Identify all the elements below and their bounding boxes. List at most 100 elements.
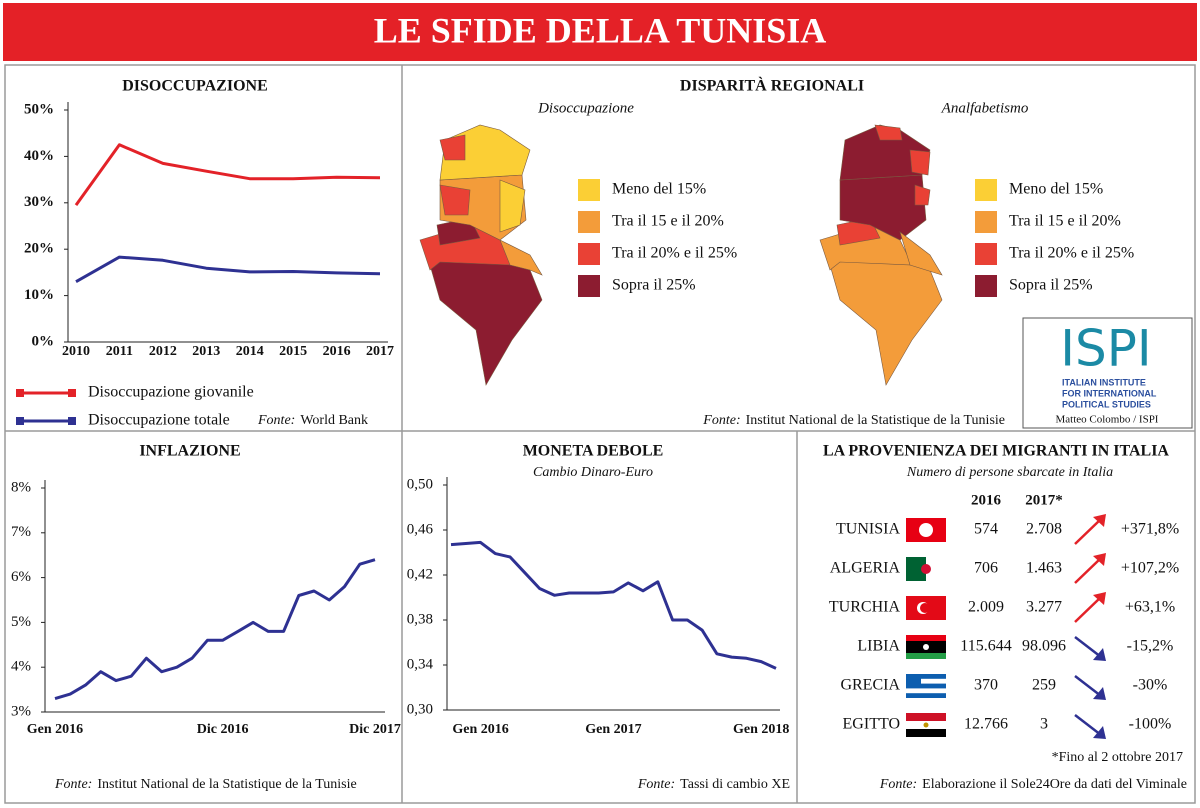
x-tick-label: 2015	[279, 344, 307, 359]
flag	[923, 722, 929, 728]
y-tick-label: 0%	[32, 333, 55, 349]
y-tick-label: 0,50	[407, 476, 433, 492]
legend-marker	[68, 417, 76, 425]
map-title: Analfabetismo	[941, 100, 1029, 116]
line	[54, 558, 376, 701]
legend-label: Sopra il 25%	[1009, 277, 1093, 294]
x-tick-label: 2014	[236, 344, 264, 359]
value-2017: 3.277	[1026, 599, 1062, 616]
legend-label: Meno del 15%	[1009, 181, 1103, 198]
y-tick-label: 0,42	[407, 566, 433, 582]
value-2016: 115.644	[960, 638, 1011, 655]
legend-label: Sopra il 25%	[612, 277, 696, 294]
flag	[906, 674, 946, 679]
country: GRECIA	[840, 677, 900, 694]
logo-credit: Matteo Colombo / ISPI	[1056, 414, 1159, 426]
flag	[906, 635, 946, 641]
legend-label: Tra il 15 e il 20%	[612, 213, 724, 230]
y-tick-label: 30%	[24, 194, 54, 210]
country: EGITTO	[843, 716, 900, 733]
trend-arrow	[1074, 675, 1102, 697]
flag-icon	[906, 713, 946, 737]
source: Tassi di cambio XE	[680, 777, 790, 792]
y-tick-label: 0,30	[407, 701, 433, 717]
flag	[906, 653, 946, 659]
trend-arrow	[1074, 518, 1102, 545]
source: World Bank	[300, 413, 368, 428]
y-tick-label: 40%	[24, 148, 54, 164]
legend-label: Tra il 20% e il 25%	[612, 245, 737, 262]
x-tick-label: 2010	[62, 344, 90, 359]
flag-icon	[906, 596, 946, 620]
change: +107,2%	[1121, 560, 1179, 577]
flag	[906, 729, 946, 737]
x-tick-label: Gen 2017	[585, 722, 641, 737]
country: TUNISIA	[836, 521, 900, 538]
source: Elaborazione il Sole24Ore da dati del Vi…	[922, 777, 1187, 792]
y-tick-label: 0,38	[407, 611, 433, 627]
panel-subtitle: Numero di persone sbarcate in Italia	[906, 465, 1113, 480]
legend-label: Tra il 15 e il 20%	[1009, 213, 1121, 230]
y-tick-label: 0,46	[407, 521, 434, 537]
line	[75, 255, 381, 284]
logo-line: FOR INTERNATIONAL	[1062, 388, 1157, 398]
header-band	[3, 3, 1197, 61]
y-tick-label: 0,34	[407, 656, 434, 672]
y-tick-label: 8%	[11, 479, 31, 495]
value-2017: 2.708	[1026, 521, 1062, 538]
source-label: Fonte:	[702, 413, 740, 428]
line	[74, 143, 381, 206]
y-tick-label: 7%	[11, 524, 31, 540]
panel-title: DISPARITÀ REGIONALI	[680, 76, 864, 95]
flag	[906, 557, 926, 581]
source-label: Fonte:	[637, 777, 675, 792]
map-analfabetismo	[819, 124, 943, 386]
chart-title: DISOCCUPAZIONE	[122, 78, 268, 95]
legend-swatch	[975, 243, 997, 265]
x-tick-label: Dic 2016	[197, 722, 249, 737]
line	[450, 540, 777, 670]
arrow-head	[1093, 687, 1106, 700]
legend-marker	[68, 389, 76, 397]
flag	[920, 603, 930, 613]
change: -15,2%	[1127, 638, 1174, 655]
flag	[921, 564, 931, 574]
legend-swatch	[975, 211, 997, 233]
chart-title: MONETA DEBOLE	[523, 443, 664, 460]
country: LIBIA	[857, 638, 900, 655]
panel-title: LA PROVENIENZA DEI MIGRANTI IN ITALIA	[823, 443, 1169, 460]
value-2017: 98.096	[1022, 638, 1066, 655]
y-tick-label: 6%	[11, 569, 31, 585]
arrow-head	[1093, 648, 1106, 661]
trend-arrow	[1074, 636, 1102, 658]
trend-arrow	[1074, 596, 1102, 623]
x-tick-label: Gen 2016	[452, 722, 508, 737]
legend-marker	[16, 417, 24, 425]
x-tick-label: Dic 2017	[349, 722, 401, 737]
y-tick-label: 4%	[11, 659, 31, 675]
trend-arrow	[1074, 714, 1102, 736]
value-2016: 370	[974, 677, 998, 694]
logo-line: POLITICAL STUDIES	[1062, 399, 1151, 409]
legend-swatch	[578, 211, 600, 233]
legend-label: Disoccupazione totale	[88, 412, 230, 429]
chart-title: INFLAZIONE	[139, 443, 240, 460]
map-title: Disoccupazione	[537, 100, 634, 116]
source-label: Fonte:	[879, 777, 917, 792]
change: +63,1%	[1125, 599, 1175, 616]
x-tick-label: 2017	[366, 344, 394, 359]
arrow-head	[1093, 726, 1106, 739]
footnote: *Fino al 2 ottobre 2017	[1052, 750, 1183, 765]
y-tick-label: 10%	[24, 287, 54, 303]
arrow-head	[1093, 592, 1106, 605]
flag-icon	[906, 635, 946, 659]
flag	[926, 557, 946, 581]
y-tick-label: 3%	[11, 703, 31, 719]
value-2017: 1.463	[1026, 560, 1062, 577]
source: Institut National de la Statistique de l…	[746, 413, 1005, 428]
column-header: 2017*	[1025, 492, 1063, 508]
legend-swatch	[578, 275, 600, 297]
logo-line: ITALIAN INSTITUTE	[1062, 377, 1146, 387]
column-header: 2016	[971, 492, 1002, 508]
